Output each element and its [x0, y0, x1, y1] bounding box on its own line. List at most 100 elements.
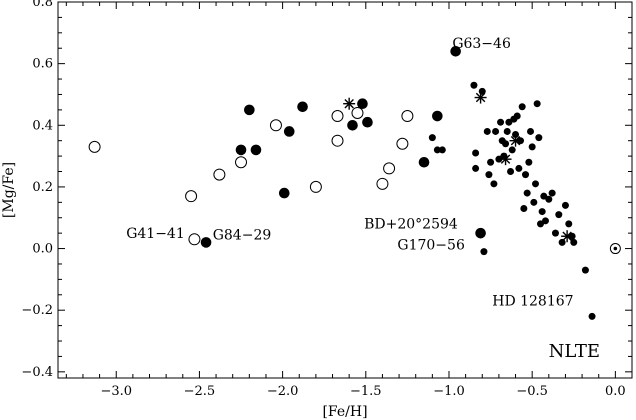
large-filled-point [432, 110, 443, 122]
y-tick-label: 0.4 [32, 118, 53, 133]
large-filled-point [244, 104, 255, 116]
small-filled-point [505, 118, 513, 126]
open-circle-point [383, 162, 396, 175]
small-filled-point [485, 171, 493, 179]
small-filled-point [490, 180, 498, 188]
small-filled-point [528, 143, 536, 151]
large-filled-point [418, 156, 430, 168]
x-tick-label: −1.5 [350, 384, 382, 399]
small-filled-point [545, 195, 553, 203]
star-annotation: G170−56 [397, 237, 465, 253]
large-filled-point [347, 119, 358, 131]
small-filled-point [483, 127, 491, 135]
annotations: G63−46 G41−41 G84−29 BD+20°2594 G170−56 HD 12… [126, 36, 573, 309]
star-annotation: G84−29 [213, 227, 272, 243]
open-circle-point [396, 137, 409, 150]
small-filled-point [520, 204, 528, 212]
small-filled-point [487, 158, 495, 166]
open-circle-point [331, 134, 344, 147]
open-circle-point [88, 140, 101, 153]
small-filled-point [548, 189, 556, 197]
small-filled-point [551, 229, 559, 237]
small-filled-point [535, 134, 543, 142]
star-annotation: HD 128167 [492, 294, 573, 310]
small-filled-point [523, 189, 531, 197]
small-filled-point [502, 140, 510, 148]
x-tick-label: −1.0 [433, 384, 465, 399]
small-filled-point [513, 112, 521, 120]
small-filled-point [480, 248, 488, 256]
y-tick-label: 0.8 [32, 0, 53, 10]
y-tick-label: 0.6 [32, 57, 53, 72]
small-filled-point [428, 134, 436, 142]
star-point [561, 230, 574, 243]
plot-frame [57, 1, 633, 379]
data-points [88, 46, 621, 320]
small-filled-point [558, 238, 566, 246]
small-filled-point [470, 81, 478, 89]
small-filled-point [570, 238, 578, 246]
small-filled-point [581, 266, 589, 274]
open-circle-point [213, 168, 226, 181]
small-filled-point [492, 127, 500, 135]
x-tick-label: −2.0 [267, 384, 299, 399]
star-point [474, 91, 487, 104]
small-filled-point [555, 211, 563, 219]
x-tick-label: −2.5 [184, 384, 216, 399]
y-tick-label: −0.4 [21, 365, 53, 380]
large-filled-point [278, 187, 290, 199]
star-point [499, 153, 512, 166]
open-circle-point [351, 106, 364, 119]
sun-symbol [609, 243, 621, 255]
small-filled-point [472, 164, 480, 172]
small-filled-point [536, 220, 544, 228]
star-point [509, 134, 522, 147]
small-filled-point [472, 149, 480, 157]
y-tick-label: 0.2 [32, 180, 53, 195]
large-filled-point [450, 46, 461, 57]
open-circle-point [401, 110, 414, 123]
star-annotation: G63−46 [452, 36, 511, 52]
large-filled-point [362, 116, 373, 128]
open-circle-point [269, 119, 282, 132]
small-filled-point [525, 158, 533, 166]
small-filled-point [512, 131, 520, 139]
small-filled-point [522, 171, 530, 179]
x-tick-label: −0.5 [516, 384, 548, 399]
open-circle-point [309, 180, 322, 193]
open-circle-point [185, 190, 198, 203]
large-filled-point [297, 101, 308, 113]
open-circle-point [235, 156, 248, 169]
x-tick-label: −3.0 [100, 384, 132, 399]
star-annotation: BD+20°2594 [364, 217, 458, 233]
y-tick-label: 0.0 [32, 242, 53, 257]
small-filled-point [438, 146, 446, 154]
small-filled-point [588, 312, 596, 320]
small-filled-point [503, 127, 511, 135]
y-axis-label: [Mg/Fe] [1, 162, 17, 218]
large-filled-point [250, 144, 262, 156]
small-filled-point [538, 208, 546, 216]
panel-label: NLTE [549, 341, 600, 362]
small-filled-point [507, 168, 515, 176]
small-filled-point [541, 217, 549, 225]
open-circle-point [331, 110, 344, 123]
large-filled-point [357, 98, 368, 110]
open-circle-point [188, 233, 201, 246]
small-filled-point [495, 155, 503, 163]
small-filled-point [565, 220, 573, 228]
small-filled-point [508, 146, 516, 154]
x-tick-label: 0.0 [605, 384, 626, 399]
star-point [343, 97, 356, 110]
small-filled-point [540, 192, 548, 200]
large-filled-point [200, 237, 212, 248]
y-tick-label: −0.2 [21, 303, 53, 318]
open-circle-point [376, 177, 389, 190]
large-filled-point [283, 126, 295, 137]
star-annotation: G41−41 [126, 226, 185, 242]
small-filled-point [533, 100, 541, 108]
small-filled-point [561, 201, 569, 209]
small-filled-point [532, 180, 540, 188]
small-filled-point [518, 103, 526, 111]
